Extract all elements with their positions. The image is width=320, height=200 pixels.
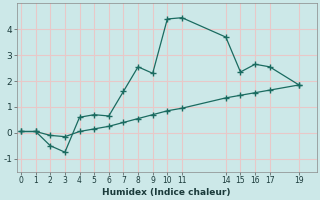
X-axis label: Humidex (Indice chaleur): Humidex (Indice chaleur) [102,188,231,197]
